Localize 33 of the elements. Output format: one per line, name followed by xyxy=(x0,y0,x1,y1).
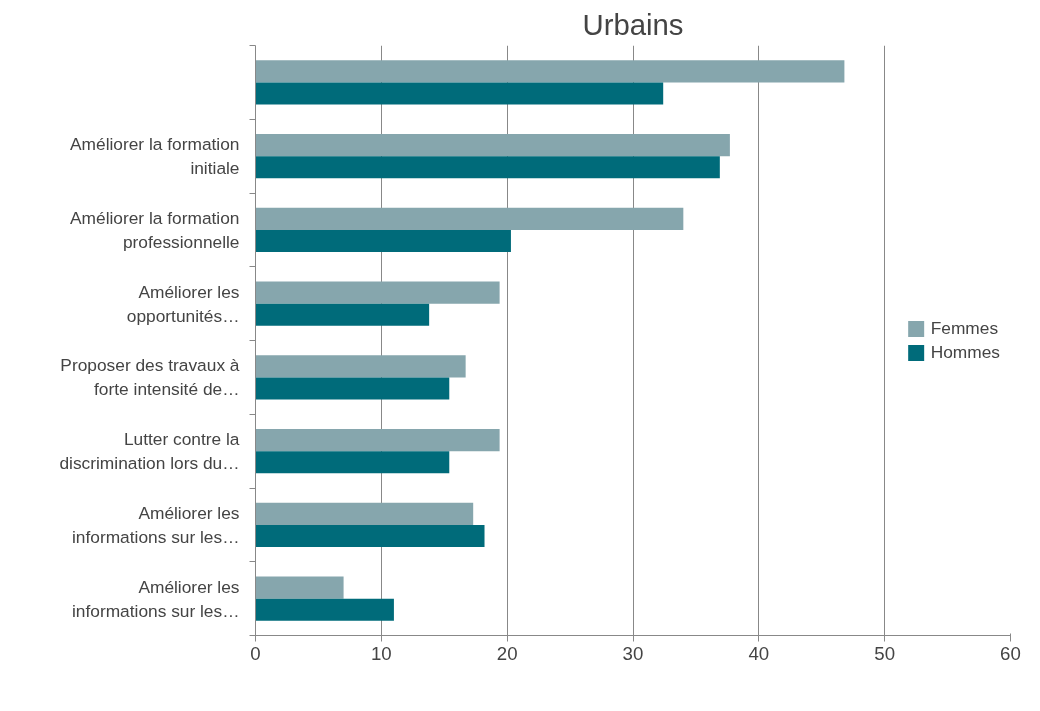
bar xyxy=(255,82,664,105)
bar xyxy=(255,524,485,547)
x-tick-label: 20 xyxy=(496,642,518,664)
bar xyxy=(255,355,466,378)
y-tick-label: Améliorer la formation initiale xyxy=(70,134,240,179)
y-tick-label: Proposer des travaux à forte intensité de… xyxy=(60,355,240,400)
bar xyxy=(255,134,730,157)
y-tick-label: Améliorer les informations sur les… xyxy=(71,502,240,547)
x-tick-label: 10 xyxy=(370,642,392,664)
bar xyxy=(255,281,500,304)
y-tick-label: Améliorer les opportunités… xyxy=(126,281,240,326)
x-tick-label: 40 xyxy=(748,642,770,664)
chart-title: Urbains xyxy=(582,7,684,41)
bar xyxy=(255,502,474,525)
y-tick-label: Améliorer la formation professionnelle xyxy=(70,207,240,252)
x-tick-label: 50 xyxy=(874,642,896,664)
legend-label: Hommes xyxy=(930,341,1000,363)
bar xyxy=(255,229,511,252)
bar xyxy=(255,377,450,400)
x-tick-label: 0 xyxy=(250,642,261,664)
bar xyxy=(255,303,430,326)
y-tick-label: Améliorer les informations sur les… xyxy=(71,576,240,621)
y-tick-label: Lutter contre la discrimination lors du… xyxy=(59,429,240,474)
bar xyxy=(255,429,500,452)
bar xyxy=(255,156,720,179)
bar xyxy=(255,598,394,621)
x-tick-label: 60 xyxy=(1000,642,1021,664)
bar xyxy=(255,60,845,83)
bar xyxy=(255,207,684,230)
bar xyxy=(255,451,450,474)
bar xyxy=(255,576,344,599)
legend-label: Femmes xyxy=(930,317,999,339)
x-tick-label: 30 xyxy=(622,642,644,664)
